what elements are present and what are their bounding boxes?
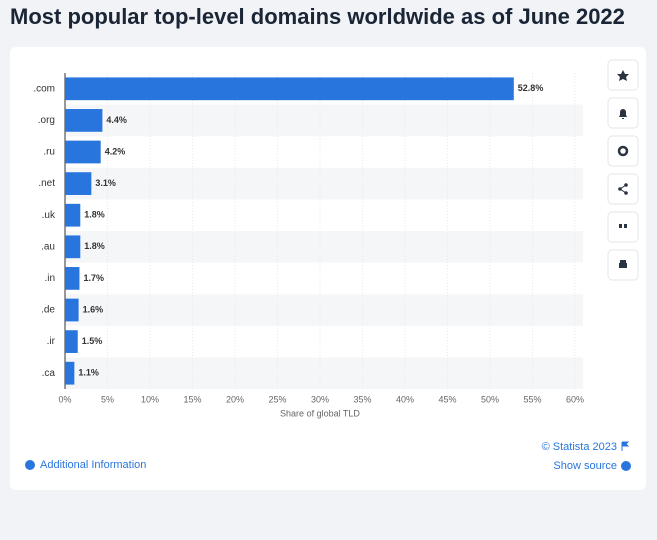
x-tick-label: 45% — [438, 394, 456, 404]
bar — [65, 267, 80, 290]
value-label: 1.7% — [83, 273, 104, 283]
bar — [65, 298, 79, 322]
quote-icon — [619, 224, 627, 228]
row-band — [65, 231, 583, 263]
page: Most popular top-level domains worldwide… — [10, 4, 646, 490]
bar — [65, 235, 81, 259]
value-label: 1.6% — [83, 304, 104, 314]
y-tick-label: .ir — [47, 336, 56, 347]
y-tick-label: .uk — [42, 210, 56, 221]
gear-icon — [617, 145, 629, 157]
settings-button[interactable] — [607, 135, 639, 167]
value-label: 4.4% — [106, 115, 127, 125]
value-label: 52.8% — [518, 83, 544, 93]
value-label: 1.5% — [82, 336, 103, 346]
bar — [65, 109, 103, 132]
y-tick-label: .ca — [42, 368, 56, 379]
y-tick-label: .org — [38, 115, 55, 126]
star-icon — [617, 70, 629, 81]
value-label: 3.1% — [95, 178, 116, 188]
info-icon — [25, 460, 35, 470]
cite-button[interactable] — [607, 211, 639, 243]
x-tick-label: 25% — [268, 394, 286, 404]
toolbar-icons — [617, 70, 629, 268]
y-tick-label: .com — [33, 83, 55, 94]
x-tick-label: 35% — [353, 394, 371, 404]
share-button[interactable] — [607, 173, 639, 205]
chart: 0% 5% 10% 15% 20% 25% 30% 35% 40% 45% 50% 55% 60% Sha… — [10, 47, 646, 490]
x-tick-label: 50% — [481, 394, 499, 404]
y-tick-label: .de — [41, 305, 55, 316]
bell-icon — [619, 109, 627, 119]
row-band — [65, 357, 583, 389]
bar — [65, 330, 78, 353]
y-tick-label: .au — [41, 241, 55, 252]
x-tick-label: 60% — [566, 394, 584, 404]
row-band — [65, 167, 583, 200]
chart-title: Most popular top-level domains worldwide… — [10, 4, 625, 29]
source-info-icon — [621, 461, 631, 471]
bar — [65, 140, 101, 164]
bar — [65, 77, 514, 101]
value-label: 1.8% — [84, 241, 105, 251]
flag-icon — [621, 441, 630, 451]
value-label: 1.1% — [78, 368, 99, 378]
x-tick-label: 5% — [101, 394, 114, 404]
x-axis-title: Share of global TLD — [280, 408, 360, 418]
x-tick-label: 10% — [141, 394, 159, 404]
bar — [65, 361, 75, 385]
bar — [65, 203, 81, 227]
print-icon — [619, 260, 627, 268]
copyright[interactable]: © Statista 2023 — [542, 441, 617, 453]
value-label: 4.2% — [105, 146, 126, 156]
bar — [65, 172, 92, 195]
toolbar — [607, 59, 639, 281]
x-tick-label: 40% — [396, 394, 414, 404]
x-tick-label: 30% — [311, 394, 329, 404]
show-source-link[interactable]: Show source — [553, 460, 617, 472]
y-tick-label: .ru — [43, 147, 55, 158]
value-label: 1.8% — [84, 210, 105, 220]
x-tick-label: 15% — [183, 394, 201, 404]
y-tick-label: .in — [44, 273, 55, 284]
x-tick-label: 0% — [58, 394, 71, 404]
x-tick-label: 55% — [523, 394, 541, 404]
x-tick-label: 20% — [226, 394, 244, 404]
additional-info-link[interactable]: Additional Information — [40, 459, 146, 471]
y-tick-label: .net — [38, 178, 55, 189]
row-band — [65, 104, 583, 137]
row-band — [65, 294, 583, 326]
share-icon — [618, 183, 628, 195]
